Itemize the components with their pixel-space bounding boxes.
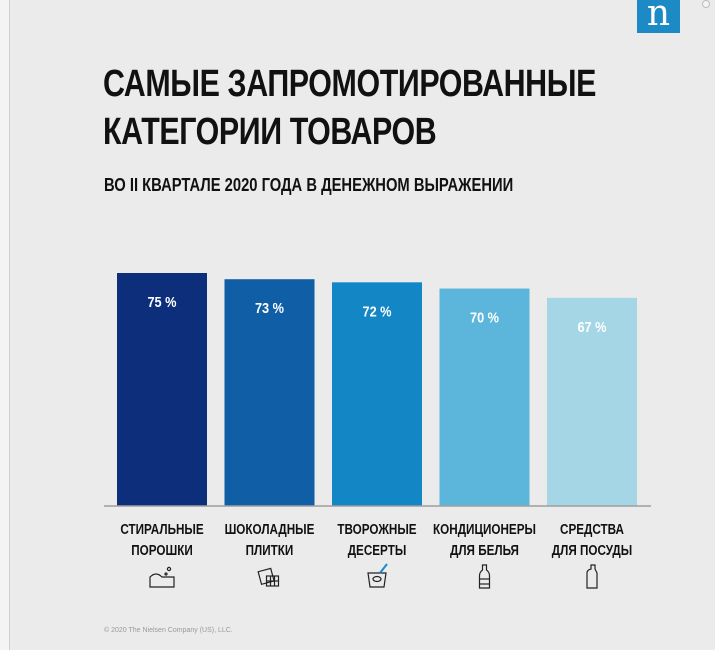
washing-powder-icon	[149, 566, 175, 588]
nielsen-logo: n	[637, 0, 680, 33]
bar-value-label-1: 75 %	[147, 293, 176, 310]
bar-3	[332, 282, 422, 506]
category-label-2-line-1: ШОКОЛАДНЫЕ	[225, 521, 315, 538]
bars-group	[117, 273, 637, 506]
category-label-2-line-2: ПЛИТКИ	[246, 542, 294, 559]
category-label-1-line-1: СТИРАЛЬНЫЕ	[120, 521, 203, 538]
chocolate-bar-icon	[257, 567, 280, 587]
bar-value-label-5: 67 %	[577, 318, 606, 335]
title-line-2: КАТЕГОРИИ ТОВАРОВ	[103, 111, 437, 153]
copyright-footer: © 2020 The Nielsen Company (US), LLC.	[104, 627, 233, 634]
page-title: САМЫЕ ЗАПРОМОТИРОВАННЫЕ КАТЕГОРИИ ТОВАРО…	[103, 60, 596, 156]
bar-5	[547, 297, 637, 506]
softener-bottle-icon	[478, 564, 491, 589]
bar-4	[439, 288, 530, 506]
bar-2	[224, 279, 315, 506]
bar-value-label-2: 73 %	[255, 299, 284, 316]
window-scroll-dot[interactable]	[702, 0, 710, 8]
category-label-3-line-1: ТВОРОЖНЫЕ	[337, 521, 416, 538]
category-label-5-line-1: СРЕДСТВА	[560, 521, 624, 538]
category-labels-group: 75 % СТИРАЛЬНЫЕ ПОРОШКИ 73 % ШОКОЛАДНЫЕ ПЛИТК…	[120, 293, 632, 558]
bar-value-label-4: 70 %	[470, 309, 499, 326]
bar-1	[117, 273, 207, 506]
page-subtitle: ВО II КВАРТАЛЕ 2020 ГОДА В ДЕНЕЖНОМ ВЫРА…	[104, 175, 514, 195]
category-icons-group	[149, 563, 598, 589]
window-left-edge	[0, 0, 10, 650]
category-label-3-line-2: ДЕСЕРТЫ	[348, 542, 407, 559]
category-label-4-line-2: ДЛЯ БЕЛЬЯ	[450, 542, 519, 559]
category-label-5-line-2: ДЛЯ ПОСУДЫ	[552, 542, 632, 559]
yogurt-cup-icon	[367, 563, 388, 588]
logo-letter: n	[646, 0, 671, 33]
bar-value-label-3: 72 %	[362, 302, 391, 319]
title-line-1: САМЫЕ ЗАПРОМОТИРОВАННЫЕ	[103, 63, 596, 105]
category-label-1-line-2: ПОРОШКИ	[131, 542, 193, 559]
category-label-4-line-1: КОНДИЦИОНЕРЫ	[433, 521, 536, 538]
dish-detergent-icon	[586, 564, 598, 589]
